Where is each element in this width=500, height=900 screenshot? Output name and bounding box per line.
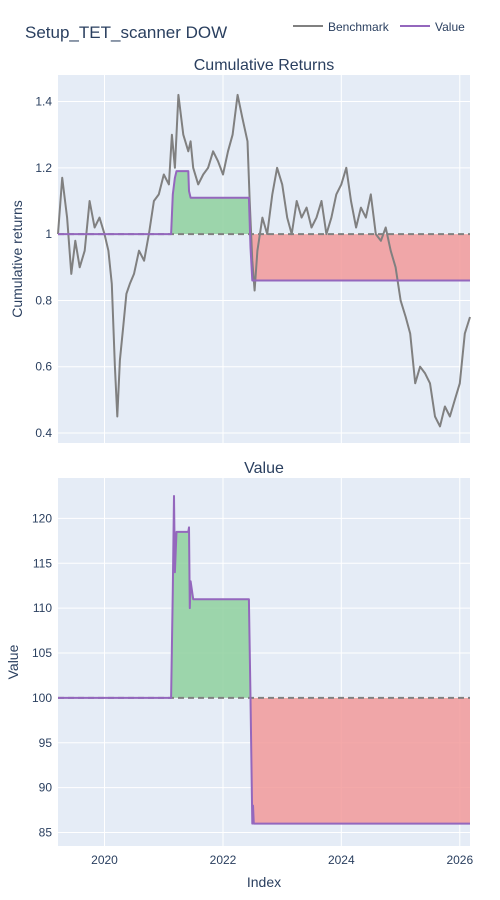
- series-line-benchmark-cumulative-returns: [57, 93, 471, 428]
- y-ticks-value: 85 90 95 100 105 110 115 120: [32, 511, 52, 839]
- ytick-label-value-0: 85: [39, 826, 53, 840]
- ytick-label-cumulative-returns-5: 1.4: [35, 95, 52, 109]
- series-lines-cumulative-returns: [57, 93, 471, 428]
- ylabel-value: Value: [5, 644, 21, 679]
- subplot-title-value: Value: [244, 460, 284, 477]
- xtick-label-value-0: 2020: [91, 853, 118, 867]
- xlabel-index: Index: [247, 874, 281, 890]
- subplot-title-cumulative-returns: Cumulative Returns: [194, 57, 335, 74]
- ylabel-cumulative-returns: Cumulative returns: [9, 200, 25, 318]
- fill-areas-cumulative-returns: [58, 171, 470, 281]
- ytick-label-cumulative-returns-0: 0.4: [35, 426, 52, 440]
- y-ticks-cumulative-returns: 0.4 0.6 0.8 1 1.2 1.4: [35, 95, 52, 441]
- ytick-label-value-4: 105: [32, 646, 52, 660]
- series-line-value-cumulative-returns: [58, 170, 470, 282]
- legend-benchmark-label[interactable]: Benchmark: [328, 20, 390, 34]
- ytick-label-value-1: 90: [39, 781, 53, 795]
- ytick-label-cumulative-returns-4: 1.2: [35, 161, 52, 175]
- fill-areas-value: [58, 495, 470, 824]
- ytick-label-value-7: 120: [32, 511, 52, 525]
- xtick-label-value-1: 2022: [210, 853, 237, 867]
- ytick-label-cumulative-returns-3: 1: [45, 227, 52, 241]
- legend[interactable]: Benchmark Value: [293, 20, 465, 34]
- x-ticks-value: 2020 2022 2024 2026: [91, 853, 473, 867]
- chart-title: Setup_TET_scanner DOW: [25, 23, 227, 42]
- legend-value-label[interactable]: Value: [435, 20, 465, 34]
- subplot-value: Value 85 90 95 100 105 110 115 120 2020 2022 2024…: [5, 460, 473, 890]
- ytick-label-value-6: 115: [33, 556, 52, 570]
- subplot-cumulative-returns: Cumulative Returns 0.4 0.6 0.8 1 1.2 1.4 Cumu…: [9, 57, 471, 443]
- gain-fill-cumulative-returns: [58, 171, 251, 235]
- xtick-label-value-2: 2024: [328, 853, 355, 867]
- xtick-label-value-3: 2026: [446, 853, 473, 867]
- ytick-label-value-2: 95: [39, 736, 53, 750]
- ytick-label-cumulative-returns-2: 0.8: [35, 293, 52, 307]
- ytick-label-cumulative-returns-1: 0.6: [35, 360, 52, 374]
- gain-fill-value: [58, 495, 251, 698]
- ytick-label-value-3: 100: [32, 691, 52, 705]
- loss-fill-cumulative-returns: [250, 234, 470, 281]
- series-lines-value: [58, 495, 470, 825]
- series-line-value-value: [58, 495, 470, 825]
- ytick-label-value-5: 110: [33, 601, 52, 615]
- loss-fill-value: [250, 697, 470, 824]
